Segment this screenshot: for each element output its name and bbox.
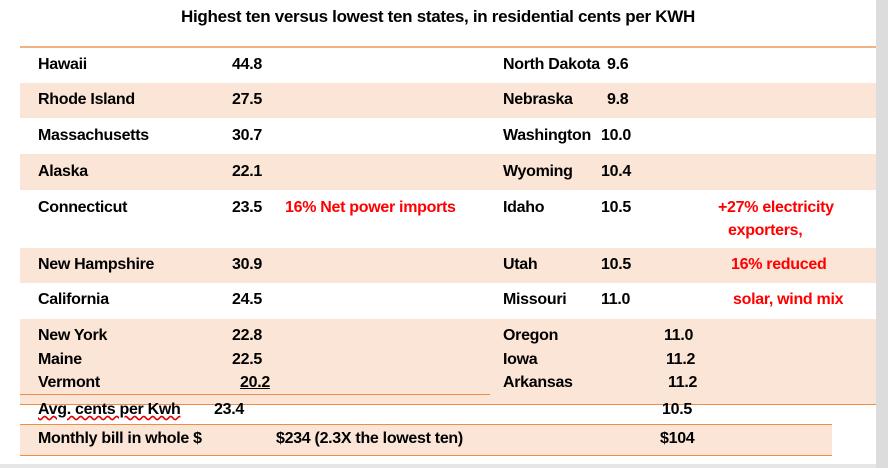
low-value: 11.2	[668, 374, 698, 391]
high-value: 20.2	[240, 374, 270, 391]
average-label: Avg. cents per Kwh	[38, 401, 181, 418]
low-state: Nebraska	[503, 91, 573, 108]
table-top-border	[20, 46, 876, 48]
high-value: 22.1	[232, 163, 262, 180]
low-state: Wyoming	[503, 163, 573, 180]
low-state: Washington	[503, 127, 591, 144]
low-state: North Dakota	[503, 56, 600, 73]
slide: Highest ten versus lowest ten states, in…	[0, 0, 876, 464]
low-value: 9.6	[607, 56, 629, 73]
bill-low: $104	[660, 430, 695, 447]
low-value: 10.5	[601, 256, 631, 273]
low-value: 10.5	[601, 199, 631, 216]
high-value: 24.5	[232, 291, 262, 308]
average-low: 10.5	[662, 401, 692, 418]
high-state: Hawaii	[38, 56, 87, 73]
bill-label: Monthly bill in whole $	[38, 430, 202, 447]
row-band	[20, 154, 876, 190]
row-band	[20, 83, 876, 118]
low-state: Arkansas	[503, 374, 573, 391]
high-value: 27.5	[232, 91, 262, 108]
low-value: 9.8	[607, 91, 629, 108]
low-value: 11.0	[601, 291, 631, 308]
low-state: Oregon	[503, 327, 559, 344]
mix-note: solar, wind mix	[733, 291, 844, 308]
low-value: 10.4	[601, 163, 631, 180]
high-value: 22.5	[232, 351, 262, 368]
high-value: 30.7	[232, 127, 262, 144]
high-state: New York	[38, 327, 108, 344]
high-state: Maine	[38, 351, 82, 368]
low-state: Utah	[503, 256, 538, 273]
divider	[20, 404, 876, 405]
exporters-note-line2: exporters,	[728, 222, 803, 239]
high-state: California	[38, 291, 109, 308]
high-state: Connecticut	[38, 199, 128, 216]
high-value: 30.9	[232, 256, 262, 273]
imports-note: 16% Net power imports	[285, 199, 456, 216]
low-state: Missouri	[503, 291, 567, 308]
row-band	[20, 248, 876, 283]
slide-title: Highest ten versus lowest ten states, in…	[181, 7, 695, 26]
low-value: 10.0	[601, 127, 631, 144]
high-state: New Hampshire	[38, 256, 155, 273]
high-value: 22.8	[232, 327, 262, 344]
high-value: 23.5	[232, 199, 262, 216]
low-value: 11.0	[664, 327, 694, 344]
bill-high: $234 (2.3X the lowest ten)	[276, 430, 463, 447]
high-state: Alaska	[38, 163, 88, 180]
reduced-note: 16% reduced	[731, 256, 827, 273]
high-state: Rhode Island	[38, 91, 135, 108]
exporters-note-line1: +27% electricity	[718, 199, 834, 216]
divider	[20, 424, 832, 425]
row-band	[20, 425, 832, 455]
low-state: Idaho	[503, 199, 545, 216]
high-state: Vermont	[38, 374, 100, 391]
divider	[20, 394, 490, 395]
average-high: 23.4	[214, 401, 244, 418]
low-state: Iowa	[503, 351, 538, 368]
low-value: 11.2	[666, 351, 696, 368]
divider	[20, 455, 832, 456]
window-edge	[876, 0, 888, 468]
row-band	[20, 319, 876, 405]
high-state: Massachusetts	[38, 127, 149, 144]
high-value: 44.8	[232, 56, 262, 73]
